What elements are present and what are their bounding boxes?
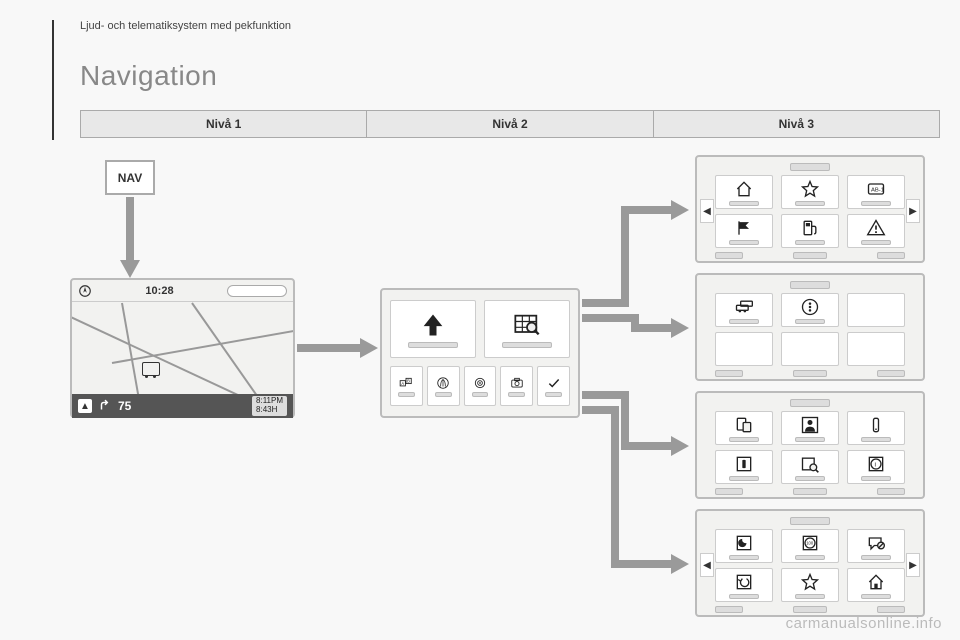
arrows-s2-to-panels xyxy=(0,0,960,640)
watermark: carmanualsonline.info xyxy=(786,615,942,632)
